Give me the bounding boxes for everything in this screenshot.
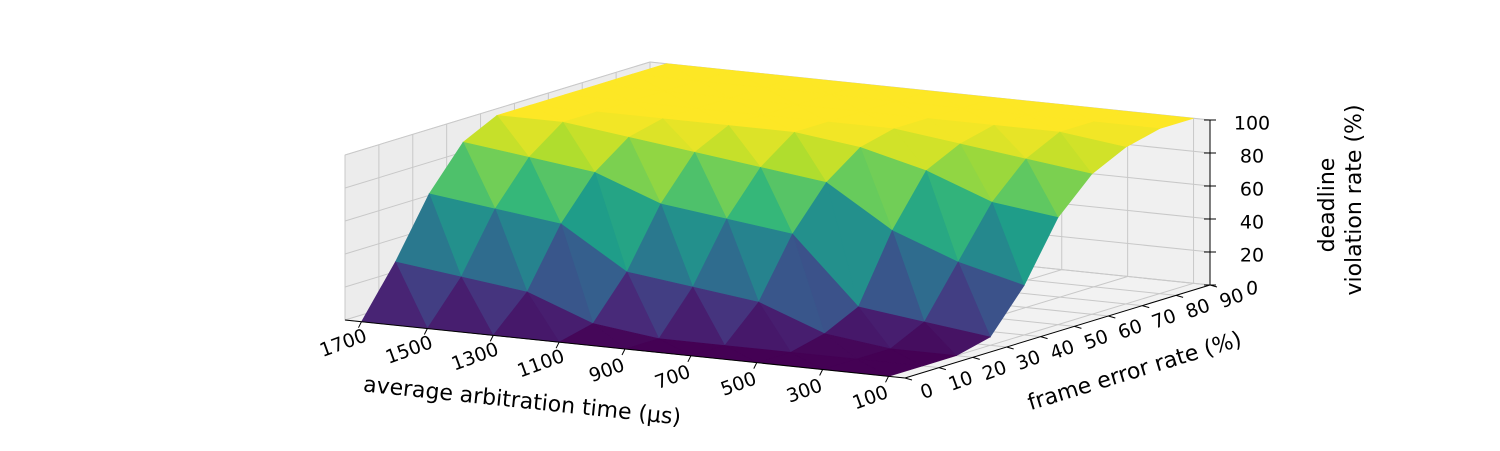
tick-mark <box>621 348 626 356</box>
grid-line <box>344 61 651 156</box>
x-tick-label: 1700 <box>317 325 370 362</box>
tick-mark <box>555 341 560 349</box>
tick-mark <box>938 367 947 371</box>
y-tick-label: 40 <box>1047 336 1077 365</box>
z-tick-label: 20 <box>1240 245 1264 267</box>
y-tick-label: 30 <box>1013 346 1043 375</box>
tick-mark <box>1040 336 1048 340</box>
tick-mark <box>885 376 889 383</box>
z-axis-label: violation rate (%) <box>1342 104 1367 295</box>
y-tick-label: 0 <box>917 379 936 404</box>
tick-mark <box>358 321 362 328</box>
tick-mark <box>904 377 913 381</box>
z-tick-label: 60 <box>1240 179 1264 201</box>
tick-mark <box>423 328 428 335</box>
y-tick-label: 80 <box>1183 294 1213 323</box>
x-tick-label: 100 <box>850 381 892 414</box>
y-tick-label: 90 <box>1217 284 1247 313</box>
y-tick-label: 20 <box>979 356 1009 385</box>
x-tick-label: 1300 <box>449 338 502 375</box>
z-axis-label: deadline <box>1315 158 1340 253</box>
x-tick-label: 700 <box>652 361 694 394</box>
tick-mark <box>1074 325 1082 329</box>
axis-line <box>904 284 1211 379</box>
z-tick-label: 80 <box>1240 146 1264 168</box>
x-tick-label: 1100 <box>514 345 567 382</box>
tick-mark <box>1175 294 1184 298</box>
tick-mark <box>687 355 692 363</box>
tick-mark <box>1006 346 1014 350</box>
x-tick-label: 500 <box>718 368 760 401</box>
tick-mark <box>753 362 758 369</box>
x-tick-label: 300 <box>784 374 826 407</box>
tick-mark <box>1142 305 1150 309</box>
y-tick-label: 70 <box>1149 305 1179 334</box>
y-tick-label: 50 <box>1081 325 1111 354</box>
tick-mark <box>972 356 980 360</box>
y-tick-label: 10 <box>946 367 976 396</box>
tick-mark <box>489 335 494 342</box>
z-tick-label: 100 <box>1234 113 1270 135</box>
tick-mark <box>1108 315 1116 319</box>
x-tick-label: 900 <box>586 354 628 387</box>
tick-mark <box>819 369 824 376</box>
y-tick-label: 60 <box>1115 315 1145 344</box>
x-tick-label: 1500 <box>383 331 436 368</box>
z-tick-label: 40 <box>1240 212 1264 234</box>
z-tick-label: 0 <box>1246 278 1258 300</box>
